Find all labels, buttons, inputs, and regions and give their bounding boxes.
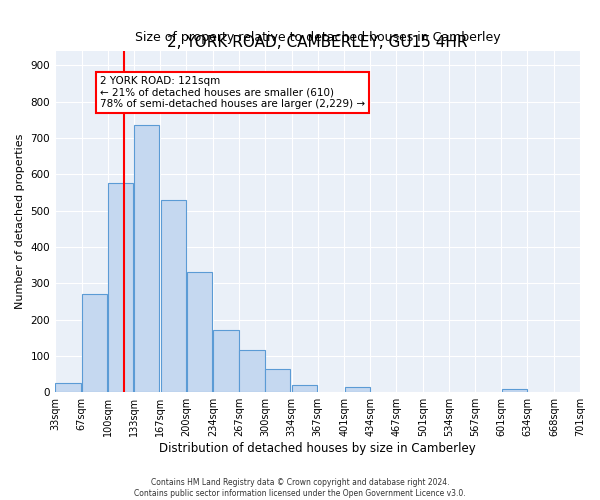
Bar — [214, 330, 239, 392]
X-axis label: Distribution of detached houses by size in Camberley: Distribution of detached houses by size … — [159, 442, 476, 455]
Bar — [344, 387, 370, 392]
Bar — [502, 388, 527, 392]
Bar — [108, 184, 133, 392]
Bar — [134, 125, 159, 392]
Text: 2 YORK ROAD: 121sqm
← 21% of detached houses are smaller (610)
78% of semi-detac: 2 YORK ROAD: 121sqm ← 21% of detached ho… — [100, 76, 365, 110]
Bar — [292, 385, 317, 392]
Bar — [265, 368, 290, 392]
Bar — [239, 350, 265, 392]
Title: 2, YORK ROAD, CAMBERLEY, GU15 4HR: 2, YORK ROAD, CAMBERLEY, GU15 4HR — [167, 34, 468, 50]
Text: Size of property relative to detached houses in Camberley: Size of property relative to detached ho… — [135, 31, 500, 44]
Bar — [187, 272, 212, 392]
Text: Contains HM Land Registry data © Crown copyright and database right 2024.
Contai: Contains HM Land Registry data © Crown c… — [134, 478, 466, 498]
Y-axis label: Number of detached properties: Number of detached properties — [15, 134, 25, 309]
Bar — [161, 200, 186, 392]
Bar — [55, 383, 80, 392]
Bar — [82, 294, 107, 392]
